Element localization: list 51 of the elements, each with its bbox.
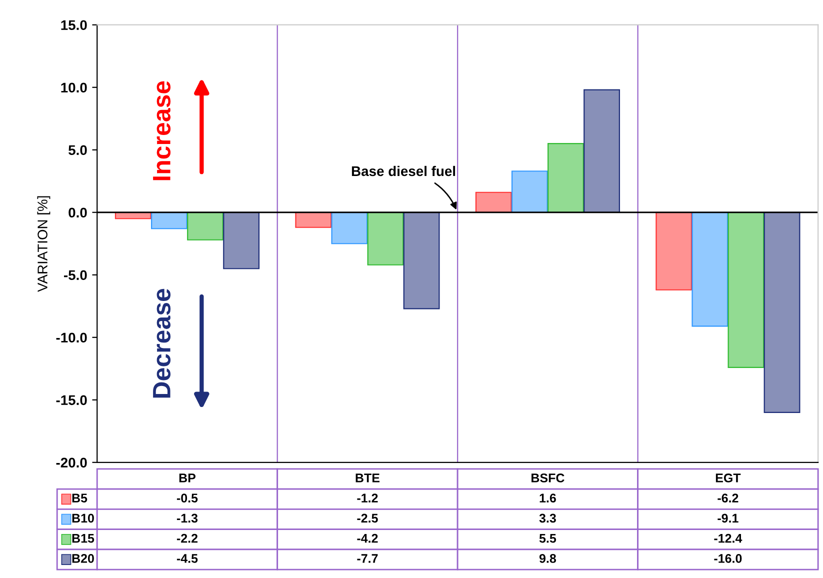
y-tick-label: 5.0	[68, 145, 87, 156]
y-tick-label: 0.0	[68, 208, 87, 218]
bar	[475, 192, 512, 213]
data-label: -1.2	[357, 494, 378, 502]
bar	[692, 212, 728, 327]
y-tick-label: 15.0	[61, 20, 87, 30]
data-label: -16.0	[714, 554, 742, 563]
legend-label: B15	[72, 534, 94, 543]
data-label: -6.2	[718, 494, 738, 503]
data-label: -2.2	[176, 534, 198, 543]
y-tick-label: -15.0	[56, 395, 87, 406]
data-label: 9.8	[539, 554, 556, 563]
data-label: -0.5	[176, 494, 198, 503]
data-label: -4.2	[357, 534, 378, 543]
legend-label: B5	[72, 494, 88, 503]
data-label: -9.1	[718, 514, 738, 523]
data-label: 5.5	[539, 534, 556, 543]
y-axis-title: VARIATION [%]	[37, 196, 50, 292]
bar	[295, 212, 332, 228]
legend-label: B20	[72, 554, 94, 563]
bar	[511, 170, 548, 213]
bar	[331, 212, 368, 244]
y-tick-label: -10.0	[56, 332, 87, 343]
annotation: Base diesel fuel	[352, 166, 456, 176]
bar	[150, 212, 188, 230]
data-label: 3.3	[539, 514, 556, 523]
data-label: -2.5	[357, 514, 378, 523]
x-tick-label: BP	[179, 474, 196, 482]
bar	[367, 212, 404, 266]
data-label: -4.5	[176, 554, 198, 563]
x-tick-label: BSFC	[532, 474, 564, 482]
bar	[764, 212, 800, 413]
data-label: -7.7	[357, 554, 378, 563]
bar	[548, 143, 584, 213]
bar	[728, 212, 764, 368]
bar	[584, 89, 620, 213]
bar	[187, 212, 224, 240]
annotation: Increase	[153, 81, 171, 180]
bar	[403, 212, 440, 310]
bar	[223, 212, 260, 270]
legend-label: B10	[72, 514, 94, 523]
y-tick-label: -5.0	[64, 270, 87, 280]
y-tick-label: 10.0	[61, 82, 87, 93]
data-label: -1.3	[176, 514, 198, 523]
y-tick-label: -20.0	[56, 458, 87, 468]
bar	[656, 212, 692, 290]
data-label: -12.4	[714, 534, 742, 543]
x-tick-label: EGT	[716, 474, 741, 482]
annotation: Decrease	[153, 288, 171, 398]
x-tick-label: BTE	[356, 474, 380, 482]
data-label: 1.6	[540, 494, 556, 503]
